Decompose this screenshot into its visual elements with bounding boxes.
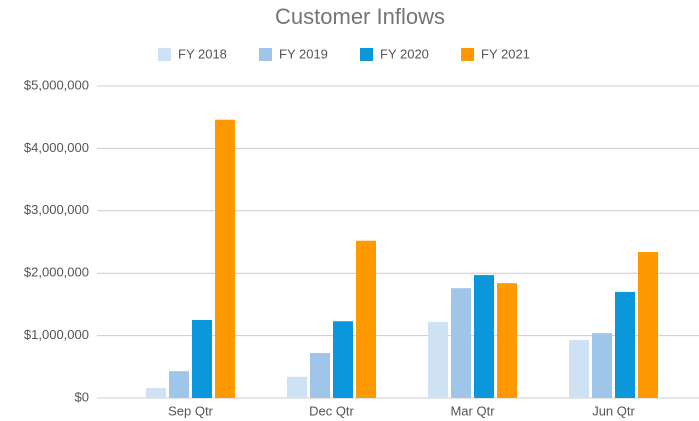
bar <box>169 371 189 398</box>
legend-swatch <box>158 48 171 61</box>
bar <box>310 353 330 398</box>
bar <box>638 251 658 398</box>
bar <box>333 321 353 398</box>
x-tick-label: Mar Qtr <box>450 403 495 418</box>
legend-label: FY 2018 <box>178 46 227 61</box>
x-tick-label: Jun Qtr <box>592 403 635 418</box>
bar <box>356 240 376 398</box>
legend-label: FY 2021 <box>481 46 530 61</box>
x-tick-label: Sep Qtr <box>168 403 213 418</box>
chart-title: Customer Inflows <box>275 4 445 29</box>
y-tick-label: $2,000,000 <box>24 265 89 280</box>
bar <box>615 291 635 398</box>
x-tick-label: Dec Qtr <box>309 403 354 418</box>
bar <box>192 320 212 398</box>
y-tick-label: $5,000,000 <box>24 77 89 92</box>
legend-swatch <box>360 48 373 61</box>
legend-swatch <box>259 48 272 61</box>
bar <box>215 119 235 399</box>
legend-label: FY 2020 <box>380 46 429 61</box>
y-tick-label: $0 <box>75 389 89 404</box>
bar <box>428 321 448 398</box>
y-tick-label: $3,000,000 <box>24 202 89 217</box>
legend-label: FY 2019 <box>279 46 328 61</box>
bar <box>569 339 589 398</box>
bar <box>474 275 494 398</box>
y-tick-label: $4,000,000 <box>24 140 89 155</box>
bar <box>287 376 307 398</box>
legend-swatch <box>461 48 474 61</box>
y-tick-label: $1,000,000 <box>24 327 89 342</box>
bar <box>146 388 166 398</box>
bar <box>451 288 471 398</box>
bar <box>592 333 612 398</box>
bar <box>497 283 517 398</box>
